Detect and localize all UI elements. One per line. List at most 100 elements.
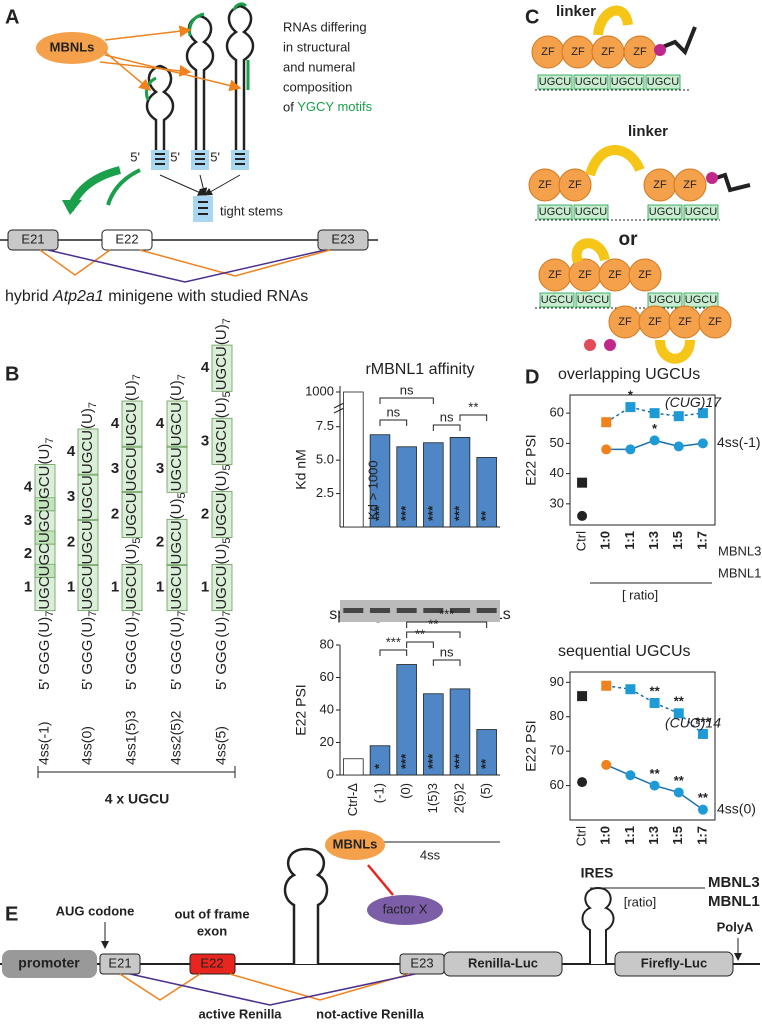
annotation: PolyA (717, 919, 754, 934)
shape (2, 950, 97, 978)
sequence: 5' GGG (213, 640, 230, 690)
caption: hybrid Atp2a1 minigene with studied RNAs (5, 288, 308, 305)
spacer: (U) (168, 617, 185, 638)
exon-label: E23 (331, 231, 354, 246)
shape (396, 608, 417, 613)
cat: 1:1 (622, 826, 637, 845)
motif: UGCUGCUGCUGCU (36, 465, 53, 609)
x-tick-label: 1:3 (646, 826, 661, 845)
protein-label: MBNLs (333, 836, 378, 851)
chart-title: sequential UGCUs (558, 643, 691, 660)
shape (121, 400, 143, 448)
shape (77, 518, 99, 566)
shape (145, 64, 175, 168)
zf: ZF (638, 269, 652, 281)
shape (604, 339, 616, 351)
cat: 2(5)2 (451, 783, 466, 813)
shape (34, 563, 56, 612)
shape (573, 74, 609, 90)
motif: UGCU (213, 565, 230, 609)
description-motif: YGCY motifs (297, 99, 372, 114)
shape (647, 204, 683, 220)
x-tick-label: Ctrl (574, 531, 589, 551)
significance: ** (674, 773, 685, 788)
motif-number: 2 (24, 545, 32, 562)
shape (406, 631, 461, 638)
protein-label: factor X (383, 901, 428, 916)
motif: UGCU (577, 294, 609, 306)
motif: UGCU (647, 76, 679, 88)
x-tick-label: 1(5)3 (425, 783, 440, 813)
motif-number: 3 (111, 460, 119, 477)
cat: (5) (478, 783, 493, 799)
motif-number: 4 (201, 359, 210, 376)
shape (77, 518, 99, 566)
zf: ZF (548, 269, 562, 281)
bracket-label: ns (400, 382, 414, 397)
x-tick-label: 1:7 (694, 531, 709, 550)
annotation: AUG codone (56, 903, 135, 918)
bracket-label: ** (468, 399, 478, 414)
zf: ZF (541, 46, 555, 58)
spacer-count: 7 (176, 374, 188, 380)
y-tick-label: 30 (550, 495, 564, 510)
spacer-count: 7 (221, 318, 233, 324)
cat: (-1) (371, 783, 386, 803)
shape (698, 305, 732, 339)
description: and numeral (283, 59, 355, 74)
shape (450, 608, 470, 613)
connector (605, 406, 631, 423)
bar (369, 434, 391, 528)
shape (575, 292, 611, 308)
point (625, 770, 636, 781)
x-tick-label: Ctrl-Δ (345, 783, 360, 817)
cat: Ctrl (574, 531, 589, 551)
motif: UGCU (575, 76, 607, 88)
gene: Renilla-Luc (468, 955, 538, 970)
shape (647, 292, 683, 308)
shape (211, 417, 233, 465)
significance: ** (478, 758, 493, 769)
cat: 1:0 (598, 826, 613, 845)
shape (77, 564, 99, 612)
motif: UGCU (79, 475, 96, 519)
motif-number: 1 (201, 579, 209, 596)
significance: ** (478, 510, 493, 521)
bar (423, 693, 444, 776)
shape (367, 895, 443, 925)
cat: 1:5 (670, 826, 685, 845)
panel-label: B (5, 363, 19, 385)
annotation: exon (197, 923, 227, 938)
shape (593, 5, 633, 36)
significance: *** (451, 505, 466, 521)
spacer: (U) (123, 617, 140, 638)
point (601, 680, 612, 691)
construct-name-group: 4ss(-1) (36, 721, 52, 765)
motif-number: 1 (67, 579, 75, 596)
five-prime: 5' (210, 149, 220, 164)
x-tick-label: (-1) (371, 783, 386, 803)
zf: ZF (648, 316, 662, 328)
motif: UGCU (213, 492, 230, 536)
y-axis-label: E22 PSI (523, 434, 539, 485)
y-tick-label: 80 (320, 636, 334, 651)
x-tick-label: 1:0 (598, 826, 613, 845)
ylabel-group: Kd nM (293, 449, 309, 489)
spacer: (U) (79, 617, 96, 638)
description: RNAs differing (283, 19, 367, 34)
y-tick-label: 20 (320, 734, 334, 749)
cat: 1(5)3 (425, 783, 440, 813)
zf: ZF (568, 179, 582, 191)
linker-label: linker (628, 123, 668, 140)
significance: *** (371, 505, 386, 521)
spacer-count: 7 (44, 438, 56, 444)
shape (34, 464, 56, 512)
bracket-label: ns (386, 404, 400, 419)
shape (225, 4, 255, 168)
motif: UGCU (539, 206, 571, 218)
shape (370, 608, 390, 613)
significance: ** (698, 790, 709, 805)
shape (379, 649, 408, 656)
shape (537, 204, 573, 220)
